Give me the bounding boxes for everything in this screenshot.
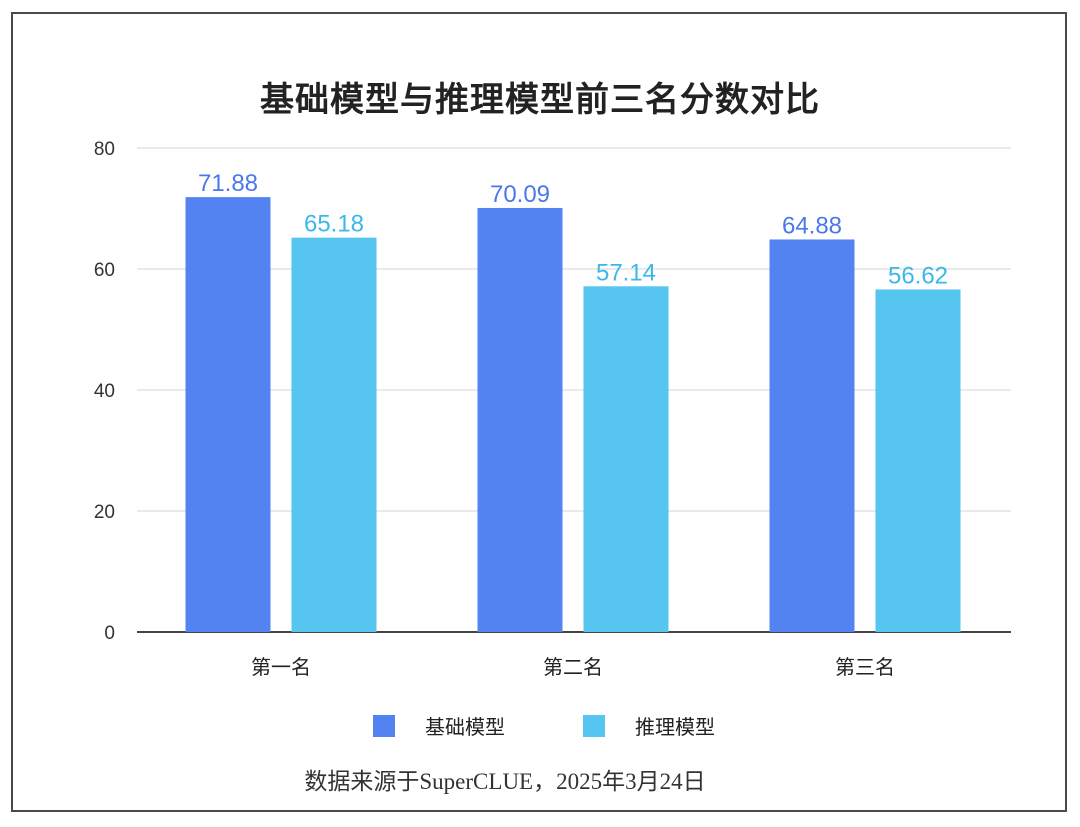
chart-title: 基础模型与推理模型前三名分数对比	[260, 81, 820, 119]
data-labels: 71.88 70.09 64.88 65.18 57.14 56.62	[198, 170, 948, 289]
x-category-label: 第二名	[543, 656, 603, 679]
gridlines	[137, 147, 1011, 633]
x-category-label: 第三名	[835, 656, 895, 679]
legend-label: 基础模型	[425, 716, 505, 739]
x-axis-categories: 第一名 第二名 第三名	[251, 656, 895, 679]
bar-base-2	[477, 207, 563, 632]
source-note: 数据来源于SuperCLUE，2025年3月24日	[304, 769, 706, 794]
data-label: 56.62	[888, 262, 948, 289]
bar-reasoning-2	[583, 286, 669, 632]
bar-base-1	[185, 197, 271, 632]
legend-swatch	[583, 715, 605, 737]
data-label: 71.88	[198, 170, 258, 197]
y-tick-label: 60	[94, 260, 115, 281]
bar-reasoning-3	[875, 289, 961, 632]
legend-item-reasoning[interactable]: 推理模型	[583, 715, 715, 739]
x-category-label: 第一名	[251, 656, 311, 679]
bar-base-3	[769, 239, 855, 632]
legend-item-base[interactable]: 基础模型	[373, 715, 505, 739]
y-axis-ticks: 0 20 40 60 80	[94, 139, 115, 644]
legend-swatch	[373, 715, 395, 737]
legend: 基础模型 推理模型	[373, 715, 715, 739]
data-label: 64.88	[782, 212, 842, 239]
data-label: 65.18	[304, 211, 364, 238]
bars	[185, 197, 961, 632]
legend-label: 推理模型	[635, 716, 715, 739]
data-label: 70.09	[490, 181, 550, 208]
bar-reasoning-1	[291, 237, 377, 632]
y-tick-label: 0	[104, 623, 115, 644]
data-label: 57.14	[596, 259, 656, 286]
y-tick-label: 80	[94, 139, 115, 160]
y-tick-label: 40	[94, 381, 115, 402]
y-tick-label: 20	[94, 502, 115, 523]
